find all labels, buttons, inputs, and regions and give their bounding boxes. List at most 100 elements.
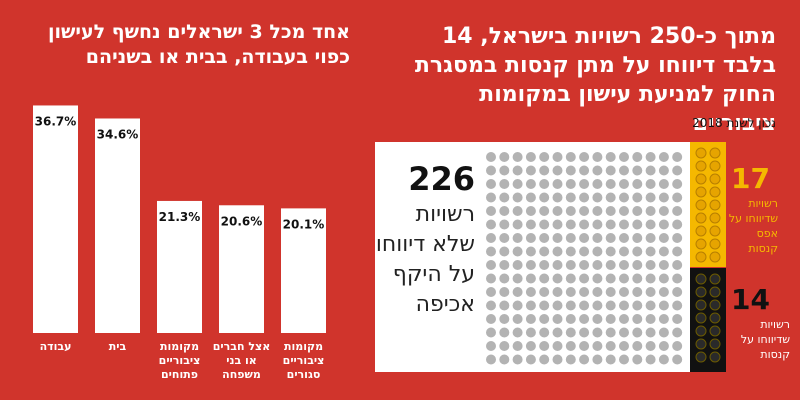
bar-2	[157, 200, 202, 333]
gray-dot	[632, 327, 643, 338]
category-label-1-0: בית	[109, 340, 127, 353]
gray-dot	[512, 179, 523, 189]
gray-dot	[512, 300, 523, 311]
yellow-dot	[695, 225, 707, 237]
gray-dot	[525, 354, 536, 365]
gray-dot	[499, 165, 510, 176]
gray-dot	[565, 179, 576, 189]
gray-dot	[658, 179, 669, 189]
gray-dot	[525, 165, 536, 176]
gray-dot	[592, 327, 603, 338]
gray-dot	[605, 246, 616, 257]
gray-dot	[619, 327, 629, 338]
gray-dot	[565, 273, 576, 284]
gray-dot	[552, 192, 563, 203]
value-label-0: 36.7%	[35, 114, 77, 128]
gray-dot	[645, 354, 656, 365]
gray-dot	[658, 287, 669, 297]
gray-dot	[632, 219, 643, 230]
gray-dot	[512, 219, 523, 230]
gray-dot	[499, 273, 510, 284]
gray-dot	[645, 219, 656, 230]
black-dot	[695, 299, 707, 311]
black-dot	[709, 338, 721, 350]
gray-dot	[619, 233, 629, 243]
gray-dot	[658, 300, 669, 311]
gray-dot	[619, 206, 629, 216]
gray-dot	[579, 192, 590, 203]
gray-dot	[512, 206, 523, 216]
gray-dot	[539, 206, 550, 216]
zero-fines-description: רשויות שדיווחו על אפס קנסות	[728, 197, 778, 255]
category-label-2-1: ציבוריים	[159, 354, 201, 367]
black-dot	[709, 351, 721, 363]
yellow-dot	[695, 186, 707, 198]
gray-dot	[579, 273, 590, 284]
gray-dot	[539, 179, 550, 189]
gray-dot	[565, 233, 576, 243]
yellow-dot	[695, 160, 707, 172]
gray-dot	[565, 300, 576, 311]
gray-dot	[565, 287, 576, 297]
gray-dot	[605, 219, 616, 230]
gray-dot	[539, 233, 550, 243]
gray-dot	[632, 314, 643, 324]
gray-dot	[645, 233, 656, 243]
gray-dot	[645, 300, 656, 311]
gray-dot	[579, 341, 590, 351]
gray-dot	[499, 287, 510, 297]
gray-dot	[632, 341, 643, 351]
gray-dot	[552, 206, 563, 216]
gray-dot	[658, 354, 669, 365]
gray-dot	[658, 246, 669, 257]
gray-dot	[672, 165, 683, 176]
gray-dot	[592, 152, 603, 162]
yellow-dot	[695, 238, 707, 250]
gray-dot	[579, 287, 590, 297]
gray-dot	[619, 152, 629, 162]
gray-dot	[552, 273, 563, 284]
gray-dot	[592, 246, 603, 257]
gray-dot	[632, 287, 643, 297]
gray-dot	[579, 327, 590, 338]
category-label-3-0: אצל חברים	[213, 340, 270, 353]
gray-dot	[632, 260, 643, 270]
gray-dot	[525, 327, 536, 338]
gray-dot	[658, 341, 669, 351]
gray-dot	[565, 219, 576, 230]
gray-dot	[486, 192, 496, 203]
gray-dot	[645, 260, 656, 270]
gray-dot	[605, 206, 616, 216]
gray-dot	[486, 152, 496, 162]
gray-dot	[499, 246, 510, 257]
gray-dot	[552, 246, 563, 257]
gray-dot	[512, 287, 523, 297]
gray-dot	[525, 314, 536, 324]
gray-dot	[605, 287, 616, 297]
gray-dot	[486, 246, 496, 257]
gray-dot	[632, 152, 643, 162]
gray-dot	[672, 179, 683, 189]
gray-dot	[632, 192, 643, 203]
gray-dot	[565, 341, 576, 351]
gray-dot	[512, 341, 523, 351]
gray-dot	[672, 192, 683, 203]
gray-dot	[512, 354, 523, 365]
gray-dot	[579, 165, 590, 176]
gray-dot	[672, 287, 683, 297]
yellow-dot	[709, 238, 721, 250]
gray-dot	[539, 152, 550, 162]
gray-dot	[592, 354, 603, 365]
gray-dot	[645, 152, 656, 162]
gray-dot	[499, 354, 510, 365]
zero-fines-block	[690, 142, 726, 267]
gray-dot	[512, 152, 523, 162]
gray-dot	[486, 206, 496, 216]
gray-dot	[552, 287, 563, 297]
gray-dot	[565, 246, 576, 257]
gray-dot	[645, 179, 656, 189]
gray-dot	[512, 233, 523, 243]
gray-dot	[486, 219, 496, 230]
gray-dot	[525, 179, 536, 189]
category-label-2-2: פתוחים	[161, 368, 198, 381]
